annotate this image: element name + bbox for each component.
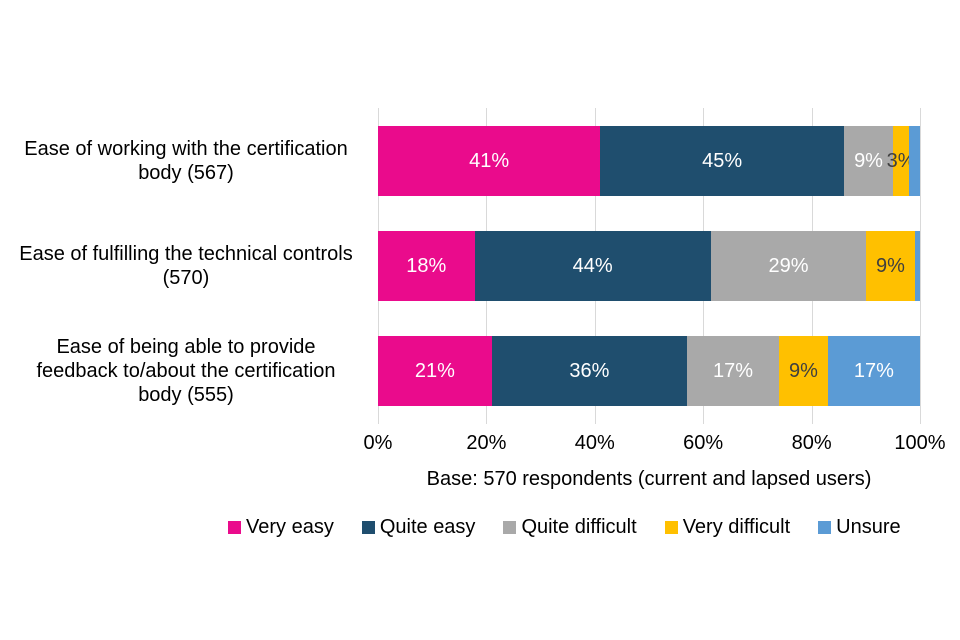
legend-label: Very difficult: [682, 516, 791, 538]
legend-label: Very easy: [246, 516, 334, 538]
segment-unsure: [909, 125, 921, 196]
legend-item-quite-easy: Quite easy: [361, 516, 476, 539]
gridline-100%: [920, 108, 921, 424]
legend-label: Quite difficult: [521, 516, 637, 538]
legend-label: Quite easy: [379, 516, 476, 538]
bar-row: 41% 45% 9% 3%: [378, 125, 921, 196]
segment-quite-difficult: 17%: [686, 336, 780, 407]
x-tick-label: 20%: [466, 432, 507, 454]
segment-very-difficult: 9%: [779, 336, 828, 407]
x-tick-label: 0%: [363, 432, 393, 454]
legend-swatch-icon: [503, 521, 517, 534]
base-note: Base: 570 respondents (current and lapse…: [426, 468, 872, 490]
segment-quite-difficult: 9%: [844, 125, 893, 196]
x-tick-label: 40%: [574, 432, 615, 454]
segment-unsure: [914, 231, 920, 301]
x-axis: 0% 20% 40% 60% 80% 100%: [364, 432, 946, 458]
category-label: Ease of being able to provide feedback to…: [36, 336, 336, 407]
data-label: 29%: [768, 255, 809, 277]
x-tick-label: 60%: [683, 432, 724, 454]
segment-very-difficult: 3%: [887, 125, 916, 196]
segment-very-easy: 21%: [378, 336, 492, 407]
plot-area: 41% 45% 9% 3% 18% 44% 29% 9% 21% 36% 17% 9% 17%: [378, 108, 921, 424]
data-label: 9%: [789, 360, 818, 383]
legend-swatch-icon: [818, 521, 832, 534]
data-label: 41%: [469, 149, 510, 172]
data-label: 21%: [414, 360, 455, 383]
data-label: 36%: [569, 360, 610, 383]
segment-quite-difficult: 29%: [710, 231, 867, 301]
data-label: 18%: [406, 255, 447, 277]
segment-very-easy: 41%: [378, 125, 601, 196]
legend-swatch-icon: [361, 521, 375, 534]
segment-quite-easy: 36%: [491, 336, 687, 407]
x-tick-label: 80%: [791, 432, 832, 454]
data-label: 45%: [702, 149, 743, 172]
data-label: 17%: [853, 360, 894, 383]
segment-very-easy: 18%: [378, 231, 475, 301]
bar-row: 21% 36% 17% 9% 17%: [378, 336, 920, 407]
data-label: 44%: [572, 255, 613, 277]
data-label: 9%: [876, 255, 905, 277]
data-label: 3%: [886, 149, 916, 172]
segment-unsure: 17%: [827, 336, 920, 407]
legend-item-quite-difficult: Quite difficult: [503, 516, 637, 539]
data-label: 17%: [712, 360, 754, 383]
segment-very-difficult: 9%: [866, 231, 915, 301]
category-label: Ease of working with the certification bo…: [24, 137, 348, 184]
data-label: 9%: [854, 149, 883, 172]
legend-item-unsure: Unsure: [818, 516, 901, 539]
legend: Very easy Quite easy Quite difficult Very d…: [228, 516, 901, 539]
legend-swatch-icon: [228, 521, 241, 534]
legend-swatch-icon: [664, 521, 678, 534]
category-label: Ease of fulfilling the technical control…: [19, 243, 353, 289]
x-tick-label: 100%: [894, 432, 946, 454]
segment-quite-easy: 44%: [474, 231, 711, 301]
segment-quite-easy: 45%: [600, 125, 845, 196]
legend-label: Unsure: [836, 516, 901, 538]
bar-row: 18% 44% 29% 9%: [378, 231, 920, 301]
legend-item-very-easy: Very easy: [228, 516, 334, 539]
legend-item-very-difficult: Very difficult: [664, 516, 791, 539]
